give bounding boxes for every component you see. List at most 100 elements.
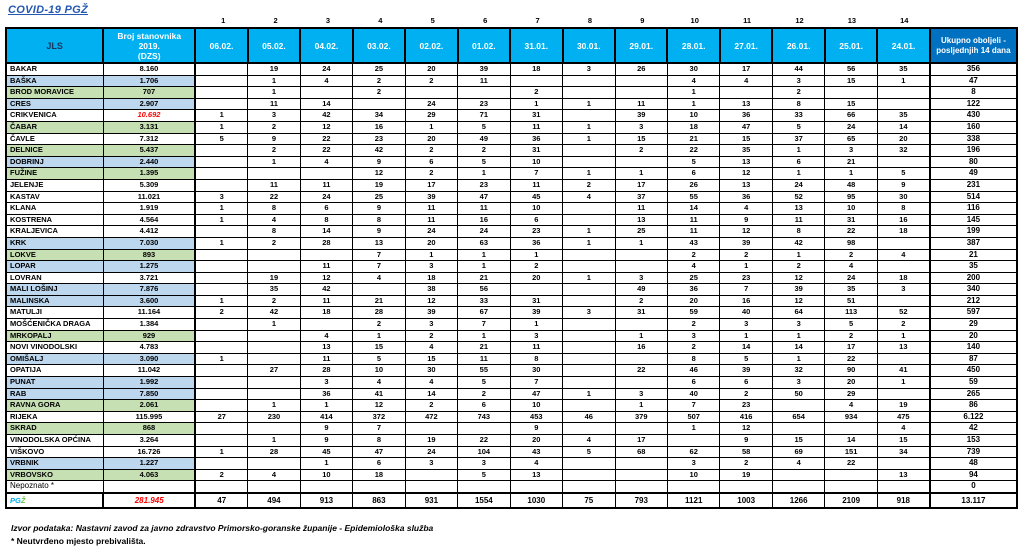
daily-case-value: 11	[614, 97, 668, 111]
daily-case-value: 21	[457, 271, 511, 285]
table-row: BAKAR 8.160 19 24 25 20 39 18 3 26 30 17 44 56 35 356	[5, 62, 1018, 76]
population-value: 2.440	[102, 155, 197, 169]
daily-case-value: 50	[771, 387, 826, 401]
header-date: 27.01.	[718, 27, 774, 64]
daily-case-value: 7	[509, 167, 564, 180]
daily-case-value: 1	[614, 329, 668, 343]
daily-case-value: 9	[509, 422, 564, 435]
daily-case-value: 2	[824, 329, 878, 343]
daily-case-value: 7	[666, 399, 721, 412]
table-row: BROD MORAVICE 707 1 2 2 1 2 8	[5, 86, 1018, 99]
daily-case-value: 22	[457, 434, 511, 447]
daily-case-value: 11	[299, 294, 354, 308]
daily-case-value	[824, 480, 878, 494]
daily-case-value: 16	[876, 213, 931, 227]
table-row: MALI LOŠINJ 7.876 35 42 38 56 49 36 7 39 35 3 340	[5, 283, 1018, 296]
municipality-name: ČABAR	[5, 120, 104, 134]
daily-case-value: 12	[352, 167, 406, 180]
table-row: KOSTRENA 4.564 1 4 8 8 11 16 6 13 11 9 11 31 16 145	[5, 213, 1018, 227]
table-row: KRALJEVICA 4.412 8 14 9 24 24 23 1 25 11 12 8 22 18 199	[5, 225, 1018, 238]
daily-case-value	[719, 480, 773, 494]
municipality-name: OPATIJA	[5, 364, 104, 378]
daily-case-value: 11	[247, 97, 301, 111]
daily-case-value	[562, 283, 616, 296]
daily-case-value: 65	[824, 132, 878, 146]
daily-case-value: 1	[562, 167, 616, 180]
daily-case-value: 37	[771, 132, 826, 146]
daily-case-value: 1	[194, 109, 249, 122]
daily-case-value: 95	[824, 190, 878, 204]
daily-case-value	[247, 387, 301, 401]
pgz-label-part: PG	[10, 495, 21, 505]
table-row: PUNAT 1.992 3 4 4 5 7 6 6 3 20 1 59	[5, 376, 1018, 389]
municipality-name: OMIŠALJ	[5, 352, 104, 366]
row-total-value: 29	[928, 318, 1018, 331]
population-value: 2.061	[102, 399, 197, 412]
daily-case-value	[614, 352, 668, 366]
table-row: KLANA 1.919 1 8 6 9 11 11 10 11 14 4 13 10 8 116	[5, 202, 1018, 215]
daily-case-value: 10	[666, 468, 721, 482]
daily-case-value: 5	[824, 318, 878, 331]
daily-case-value	[562, 480, 616, 494]
daily-case-value: 14	[666, 202, 721, 215]
daily-case-value: 9	[719, 434, 773, 447]
daily-case-value	[299, 167, 354, 180]
row-total-value: 35	[928, 260, 1018, 273]
daily-case-value: 5	[457, 468, 511, 482]
daily-case-value: 5	[352, 352, 406, 366]
daily-case-value: 23	[457, 178, 511, 192]
daily-case-value: 39	[719, 364, 773, 378]
daily-case-value: 9	[352, 155, 406, 169]
header-date: 24.01.	[876, 27, 931, 64]
daily-case-value: 23	[719, 399, 773, 412]
population-value: 1.919	[102, 202, 197, 215]
row-total-value: 199	[928, 225, 1018, 238]
daily-case-value: 22	[824, 225, 878, 238]
daily-case-value: 372	[352, 410, 406, 424]
daily-case-value	[247, 248, 301, 262]
row-total-value: 212	[928, 294, 1018, 308]
daily-case-value: 10	[509, 202, 564, 215]
daily-case-value: 34	[352, 109, 406, 122]
daily-case-value: 1	[666, 86, 721, 99]
population-value: 11.164	[102, 306, 197, 320]
daily-case-value: 14	[771, 341, 826, 354]
daily-case-value: 1	[562, 271, 616, 285]
table-row: DOBRINJ 2.440 1 4 9 6 5 10 5 13 6 21 80	[5, 155, 1018, 169]
daily-case-value	[614, 468, 668, 482]
daily-case-value: 2	[457, 144, 511, 157]
daily-case-value: 15	[824, 74, 878, 88]
daily-case-value	[876, 480, 931, 494]
daily-case-value: 2	[247, 120, 301, 134]
header-row: JLS Broj stanovnika 2019. (DZS) 06.02. 05…	[4, 27, 1019, 64]
row-total-value: 739	[928, 445, 1018, 459]
daily-case-value	[299, 86, 354, 99]
daily-case-value: 11	[247, 178, 301, 192]
daily-case-value	[562, 457, 616, 470]
total-daily-value: 1030	[509, 491, 564, 509]
day-number: 2	[273, 16, 278, 25]
daily-case-value: 4	[404, 341, 459, 354]
daily-case-value	[562, 468, 616, 482]
daily-case-value	[562, 248, 616, 262]
daily-case-value	[614, 376, 668, 389]
daily-case-value: 11	[299, 178, 354, 192]
table-row: RAB 7.850 36 41 14 2 47 1 3 40 2 50 29 265	[5, 387, 1018, 401]
daily-case-value: 6	[404, 155, 459, 169]
daily-case-value: 10	[299, 468, 354, 482]
daily-case-value: 11	[457, 352, 511, 366]
daily-case-value: 55	[666, 190, 721, 204]
row-total-value: 6.122	[928, 410, 1018, 424]
daily-case-value	[876, 155, 931, 169]
daily-case-value: 3	[824, 144, 878, 157]
header-date: 06.02.	[194, 27, 249, 64]
daily-case-value	[194, 248, 249, 262]
total-daily-value: 1003	[719, 491, 773, 509]
municipality-name: JELENJE	[5, 178, 104, 192]
daily-case-value: 20	[404, 62, 459, 76]
municipality-name: RIJEKA	[5, 410, 104, 424]
daily-case-value: 11	[457, 202, 511, 215]
daily-case-value: 52	[771, 190, 826, 204]
daily-case-value	[404, 468, 459, 482]
daily-case-value: 3	[719, 318, 773, 331]
